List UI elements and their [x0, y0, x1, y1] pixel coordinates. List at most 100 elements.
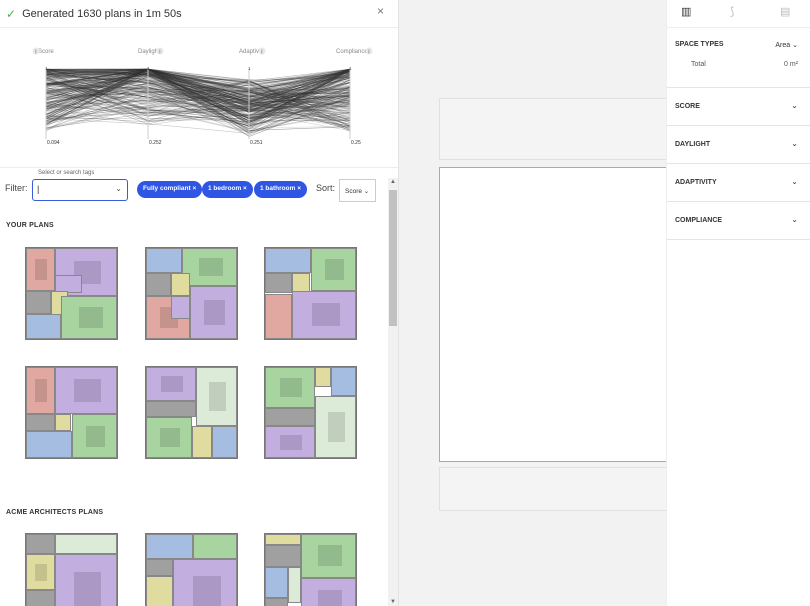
tag-search-input[interactable]: | ⌄: [32, 179, 128, 201]
plan-line: [45, 107, 351, 128]
plan-line: [45, 68, 351, 129]
plan-line: [45, 71, 351, 130]
room-bedroom: [55, 275, 83, 294]
room-hall: [265, 407, 316, 427]
plan-line: [45, 73, 351, 132]
plan-line: [45, 81, 351, 117]
plan-line: [45, 72, 351, 122]
plan-thumbnail[interactable]: [25, 247, 118, 340]
furniture: [35, 259, 48, 280]
plan-line: [45, 69, 351, 130]
plan-line: [45, 69, 351, 104]
plan-line: [45, 76, 351, 86]
preview-panel-bottom: [439, 467, 667, 511]
plan-line: [45, 76, 351, 115]
plan-thumbnail[interactable]: [145, 247, 238, 340]
scroll-up-icon[interactable]: ▲: [390, 179, 396, 185]
plan-line: [45, 70, 351, 126]
plan-thumbnail[interactable]: [25, 533, 118, 606]
plan-line: [45, 91, 351, 109]
remove-tag-icon[interactable]: ×: [297, 185, 302, 192]
plan-line: [45, 69, 351, 112]
filter-hint: Select or search tags: [38, 170, 95, 176]
plan-line: [45, 71, 351, 104]
document-icon[interactable]: ▤: [780, 6, 791, 18]
axis-min-tick: 0.25: [351, 140, 361, 146]
area-dropdown[interactable]: Area ⌄: [775, 42, 798, 49]
sort-select[interactable]: Score ⌄: [339, 179, 376, 202]
plan-line: [45, 76, 351, 110]
plan-line: [45, 68, 351, 120]
plan-line: [45, 68, 351, 130]
total-label: Total: [691, 61, 706, 68]
remove-tag-icon[interactable]: ×: [192, 185, 197, 192]
accordion-daylight[interactable]: DAYLIGHT ⌄: [667, 126, 810, 164]
plan-line: [45, 68, 351, 125]
plan-line: [45, 76, 351, 99]
room-kitchen: [265, 293, 293, 339]
tag-chip[interactable]: 1 bathroom ×: [254, 181, 308, 198]
plan-thumbnail[interactable]: [145, 533, 238, 606]
accordion-compliance[interactable]: COMPLIANCE ⌄: [667, 202, 810, 240]
parallel-coordinates-chart[interactable]: Score i 1 0.094 Daylight i 1 0.252 Adaptivity i 1 0…: [0, 28, 398, 168]
plan-thumbnail[interactable]: [264, 366, 357, 459]
accordion-score[interactable]: SCORE ⌄: [667, 88, 810, 126]
space-types-section[interactable]: SPACE TYPES Area ⌄ Total 0 m²: [667, 28, 810, 88]
plan-line: [45, 68, 351, 98]
plan-thumbnail[interactable]: [145, 366, 238, 459]
plan-line: [45, 73, 351, 105]
plan-line: [45, 93, 351, 133]
plan-line: [45, 68, 351, 84]
plan-line: [45, 70, 351, 104]
plan-line: [45, 71, 351, 123]
plan-line: [45, 72, 351, 122]
plan-line: [45, 68, 351, 128]
tag-chip[interactable]: Fully compliant ×: [137, 181, 203, 198]
plan-line: [45, 70, 351, 125]
tag-label: Fully compliant: [143, 185, 191, 192]
accordion-adaptivity[interactable]: ADAPTIVITY ⌄: [667, 164, 810, 202]
plan-line: [45, 69, 351, 101]
plan-thumbnail[interactable]: [264, 533, 357, 606]
plan-thumbnail[interactable]: [264, 247, 357, 340]
plan-line: [45, 69, 351, 131]
chart-icon[interactable]: ▥: [681, 6, 692, 18]
room-storage: [146, 575, 174, 606]
plan-line: [45, 69, 351, 96]
section-your-plans: YOUR PLANS: [6, 222, 54, 229]
plan-line: [45, 75, 351, 111]
room-bedroom: [55, 554, 117, 606]
plan-line: [45, 70, 351, 96]
plan-thumbnail[interactable]: [25, 366, 118, 459]
plan-line: [45, 68, 351, 123]
plan-line: [45, 68, 351, 88]
plan-line: [45, 68, 351, 133]
scrollbar-thumb[interactable]: [389, 190, 397, 326]
room-bedroom: [171, 296, 190, 319]
tag-chip[interactable]: 1 bedroom ×: [202, 181, 253, 198]
chevron-down-icon: ⌄: [791, 101, 798, 110]
plan-line: [45, 86, 351, 125]
plan-line: [45, 83, 351, 99]
scroll-down-icon[interactable]: ▼: [390, 599, 396, 605]
status-text: Generated 1630 plans in 1m 50s: [22, 7, 182, 20]
plan-line: [45, 68, 351, 86]
preview-panel-main[interactable]: [439, 167, 667, 462]
room-hall: [26, 414, 56, 431]
plan-line: [45, 69, 351, 120]
furniture: [318, 545, 342, 567]
axis-max-tick: 1: [45, 66, 48, 71]
plan-line: [45, 68, 351, 104]
route-icon[interactable]: ⟆: [730, 6, 735, 18]
plan-line: [45, 70, 351, 125]
room-hall: [265, 273, 293, 294]
plan-line: [45, 70, 351, 111]
furniture: [280, 434, 303, 450]
plan-line: [45, 68, 351, 118]
scrollbar[interactable]: ▲ ▼: [388, 178, 398, 606]
remove-tag-icon[interactable]: ×: [243, 185, 247, 192]
close-icon[interactable]: ×: [376, 4, 384, 18]
room-bedroom: [189, 286, 237, 339]
sort-label: Sort:: [316, 183, 336, 193]
room-bedroom: [301, 577, 356, 606]
